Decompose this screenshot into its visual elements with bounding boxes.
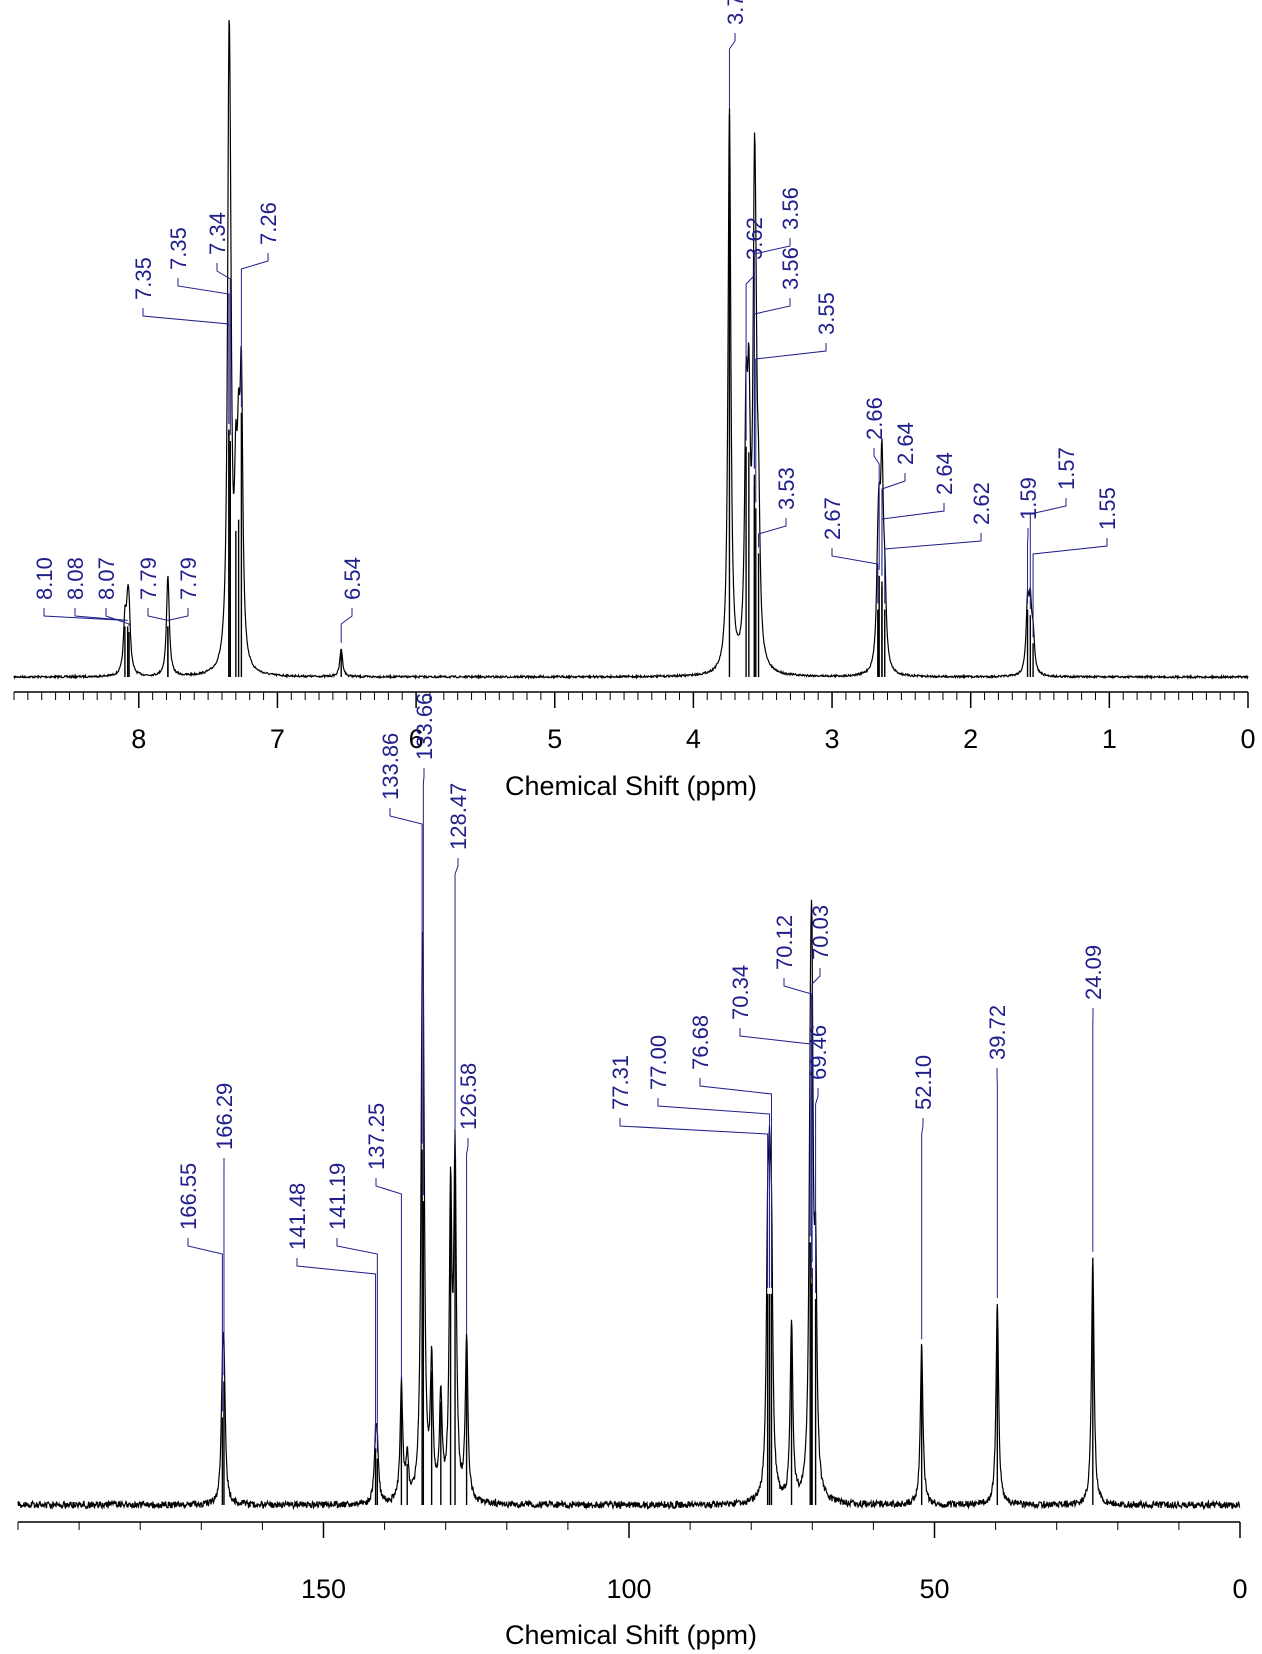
- peak-label-leader: [815, 1088, 819, 1293]
- peak-label-leader: [1032, 538, 1108, 638]
- peak-label-leader: [389, 808, 423, 1144]
- peak-label: 141.48: [285, 1183, 310, 1250]
- h1-spectrum-trace: [13, 19, 1249, 681]
- peak-label-leader: [74, 608, 128, 621]
- peak-label: 2.67: [820, 497, 845, 540]
- peak-label: 8.08: [63, 557, 88, 600]
- peak-label: 7.79: [136, 557, 161, 600]
- peak-label-leader: [466, 1138, 469, 1335]
- x-tick-label: 0: [1232, 1574, 1247, 1604]
- peak-label-leader: [43, 608, 125, 621]
- x-tick-label: 1: [1102, 724, 1117, 754]
- peak-label: 8.10: [32, 557, 57, 600]
- h1-x-axis-title: Chemical Shift (ppm): [505, 771, 757, 801]
- c13-x-axis-title: Chemical Shift (ppm): [505, 1620, 757, 1650]
- peak-label-leader: [296, 1258, 377, 1443]
- peak-label-leader: [873, 448, 880, 570]
- x-tick-label: 5: [547, 724, 562, 754]
- peak-label-leader: [884, 533, 982, 604]
- peak-label-leader: [811, 968, 821, 1263]
- peak-label-leader: [147, 608, 169, 621]
- peak-label: 141.19: [325, 1163, 350, 1230]
- peak-label-leader: [739, 1028, 811, 1237]
- peak-label-leader: [657, 1098, 771, 1288]
- peak-label: 52.10: [911, 1055, 936, 1110]
- peak-label: 1.59: [1016, 477, 1041, 520]
- peak-label: 3.56: [778, 247, 803, 290]
- peak-label: 70.34: [728, 965, 753, 1020]
- peak-label-leader: [831, 548, 879, 604]
- peak-label-leader: [921, 1118, 924, 1340]
- peak-label: 7.35: [131, 257, 156, 300]
- peak-label: 24.09: [1081, 945, 1106, 1000]
- peak-label: 8.07: [94, 557, 119, 600]
- x-tick-label: 2: [963, 724, 978, 754]
- peak-label-leader: [216, 263, 231, 435]
- peak-label: 3.53: [774, 467, 799, 510]
- peak-label-leader: [1029, 498, 1067, 610]
- peak-label-leader: [336, 1238, 378, 1453]
- peak-label: 3.62: [742, 217, 767, 260]
- peak-label: 6.54: [340, 557, 365, 600]
- peak-label: 137.25: [364, 1103, 389, 1170]
- peak-label: 126.58: [456, 1063, 481, 1130]
- peak-label-leader: [240, 253, 269, 407]
- peak-label-leader: [758, 518, 787, 548]
- peak-label: 77.00: [646, 1035, 671, 1090]
- peak-label: 3.74: [723, 0, 748, 25]
- peak-label-leader: [728, 33, 736, 109]
- h1-nmr-panel: 8 7 6 5 4 3 2 1 0 8.10 8.08 8.07 7.79 7.79 7.35 7.35 7.3…: [13, 0, 1256, 754]
- peak-label: 69.46: [806, 1025, 831, 1080]
- x-tick-label: 50: [919, 1574, 949, 1604]
- x-tick-label: 6: [409, 724, 424, 754]
- peak-label-leader: [187, 1238, 223, 1412]
- peak-label-leader: [177, 278, 230, 424]
- peak-label: 133.66: [412, 693, 437, 760]
- x-tick-label: 4: [686, 724, 701, 754]
- peak-label: 2.66: [862, 397, 887, 440]
- peak-label: 2.62: [969, 482, 994, 525]
- c13-nmr-panel: 150 100 50 0 166.55 166.29 141.48 141.19 137.25 1…: [17, 693, 1248, 1604]
- x-tick-label: 0: [1240, 724, 1255, 754]
- peak-label-leader: [753, 298, 791, 469]
- peak-label-leader: [167, 608, 189, 621]
- peak-label: 7.35: [166, 227, 191, 270]
- peak-label: 1.57: [1054, 447, 1079, 490]
- peak-label: 3.56: [778, 187, 803, 230]
- peak-label: 7.34: [205, 212, 230, 255]
- peak-label-leader: [619, 1118, 769, 1288]
- peak-label: 7.26: [256, 202, 281, 245]
- peak-label: 133.86: [378, 733, 403, 800]
- peak-label-leader: [783, 978, 813, 1278]
- peak-label-leader: [375, 1178, 402, 1381]
- peak-label: 70.03: [808, 905, 833, 960]
- x-tick-label: 150: [301, 1574, 346, 1604]
- peak-label: 39.72: [985, 1005, 1010, 1060]
- peak-label: 3.55: [814, 292, 839, 335]
- peak-label: 2.64: [932, 452, 957, 495]
- peak-label: 166.29: [212, 1083, 237, 1150]
- peak-label: 2.64: [893, 422, 918, 465]
- peak-label-leader: [142, 308, 230, 424]
- c13-spectrum-trace: [17, 899, 1241, 1511]
- peak-label-leader: [699, 1078, 772, 1288]
- peak-label: 166.55: [176, 1163, 201, 1230]
- peak-label-leader: [340, 608, 353, 643]
- peak-label-leader: [105, 608, 130, 627]
- peak-label: 128.47: [446, 783, 471, 850]
- peak-label: 70.12: [772, 915, 797, 970]
- peak-label: 76.68: [688, 1015, 713, 1070]
- peak-label-leader: [422, 768, 425, 1196]
- peak-label-leader: [755, 343, 827, 503]
- peak-label: 1.55: [1095, 487, 1120, 530]
- x-tick-label: 7: [270, 724, 285, 754]
- x-tick-label: 3: [825, 724, 840, 754]
- peak-label-leader: [881, 503, 945, 576]
- x-tick-label: 100: [606, 1574, 651, 1604]
- peak-label: 7.79: [176, 557, 201, 600]
- peak-label: 77.31: [608, 1055, 633, 1110]
- peak-label-leader: [454, 858, 459, 1160]
- x-tick-label: 8: [131, 724, 146, 754]
